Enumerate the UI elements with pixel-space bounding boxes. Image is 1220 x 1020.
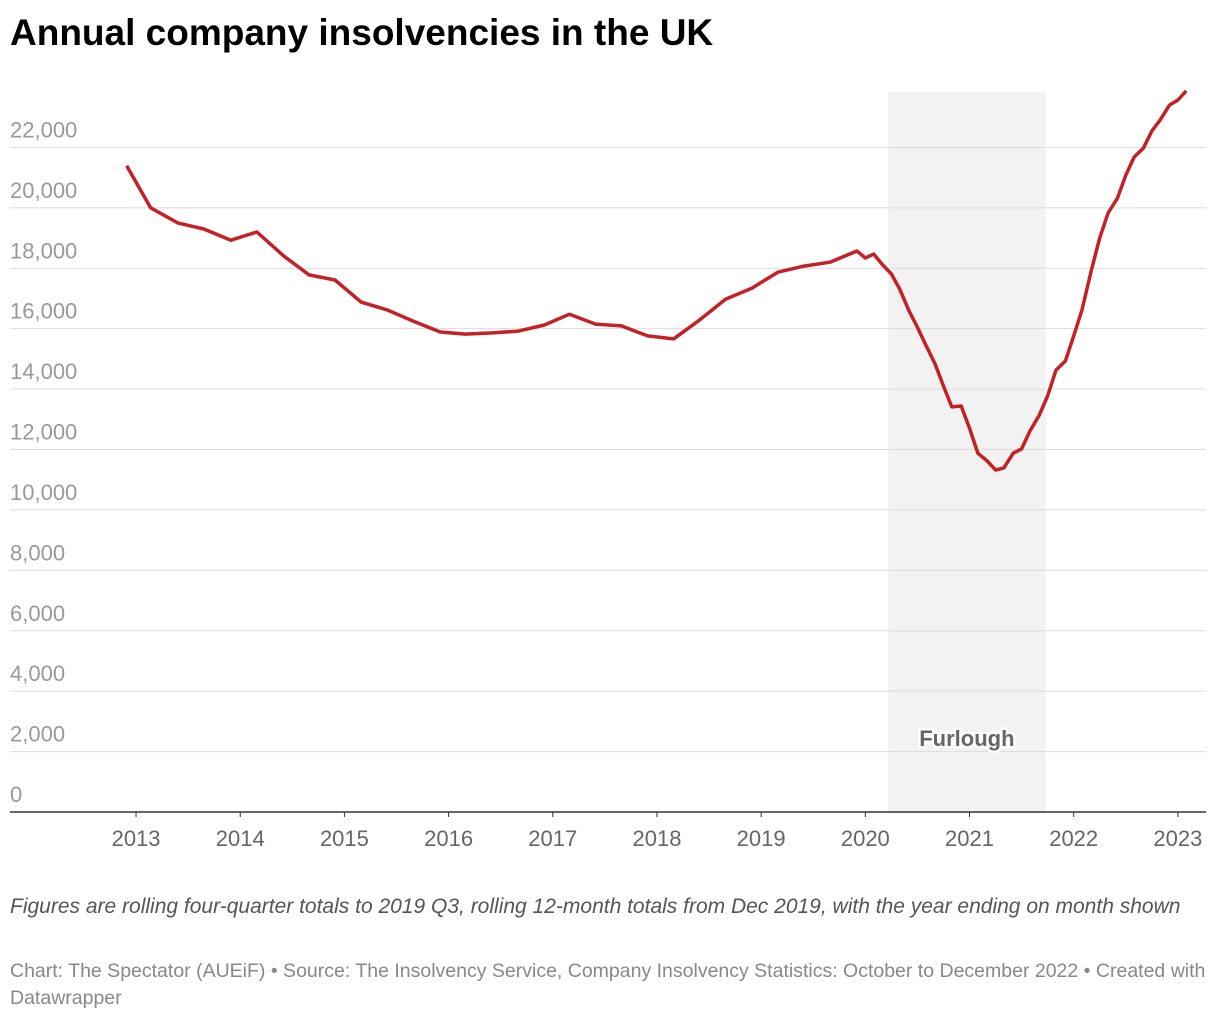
y-tick-label: 4,000 [10, 661, 65, 686]
x-tick-label: 2023 [1153, 826, 1202, 851]
x-tick-label: 2021 [945, 826, 994, 851]
x-tick-label: 2017 [528, 826, 577, 851]
x-tick-label: 2019 [737, 826, 786, 851]
chart-source: Chart: The Spectator (AUEiF) • Source: T… [10, 960, 1206, 1009]
x-tick-label: 2013 [112, 826, 161, 851]
x-tick-label: 2016 [424, 826, 473, 851]
x-tick-label: 2022 [1049, 826, 1098, 851]
x-tick-label: 2020 [841, 826, 890, 851]
x-tick-label: 2015 [320, 826, 369, 851]
shaded-region-label: Furlough [919, 726, 1014, 751]
y-tick-label: 18,000 [10, 238, 77, 263]
y-tick-label: 12,000 [10, 420, 77, 445]
y-tick-label: 16,000 [10, 299, 77, 324]
data-line [125, 89, 1188, 472]
x-tick-label: 2014 [216, 826, 265, 851]
chart: 0 2,000 4,000 6,000 8,000 10,000 12,000 14,000 1… [10, 89, 1206, 851]
y-tick-label: 2,000 [10, 722, 65, 747]
y-tick-label: 10,000 [10, 480, 77, 505]
shaded-region [888, 92, 1046, 812]
chart-note: Figures are rolling four-quarter totals … [10, 895, 1181, 918]
y-tick-label: 14,000 [10, 359, 77, 384]
x-tick-label: 2018 [632, 826, 681, 851]
y-tick-label: 6,000 [10, 601, 65, 626]
chart-title: Annual company insolvencies in the UK [10, 12, 714, 53]
y-tick-label: 0 [10, 782, 22, 807]
y-tick-label: 20,000 [10, 178, 77, 203]
y-tick-label: 22,000 [10, 117, 77, 142]
y-tick-label: 8,000 [10, 540, 65, 565]
